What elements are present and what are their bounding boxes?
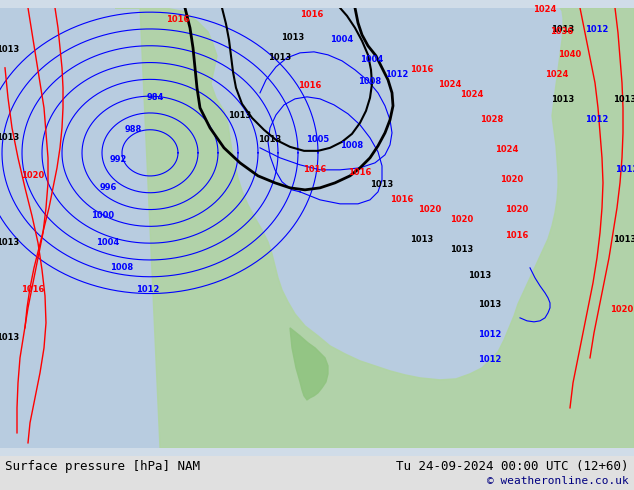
Text: 1024: 1024: [460, 90, 484, 99]
Text: 1024: 1024: [533, 5, 557, 14]
Text: 1020: 1020: [450, 215, 474, 224]
Text: 1016: 1016: [348, 169, 372, 177]
Text: 1013: 1013: [613, 235, 634, 245]
Text: 988: 988: [124, 125, 141, 134]
Text: 1012: 1012: [478, 355, 501, 365]
Text: 1013: 1013: [370, 180, 394, 189]
Text: 1004: 1004: [360, 55, 384, 64]
Text: 1012: 1012: [385, 71, 409, 79]
Text: 1008: 1008: [340, 141, 363, 150]
Text: 1036: 1036: [550, 27, 574, 36]
Text: © weatheronline.co.uk: © weatheronline.co.uk: [488, 476, 629, 486]
Text: 1016: 1016: [301, 10, 324, 19]
Text: 1012: 1012: [478, 330, 501, 340]
Text: 996: 996: [100, 183, 117, 193]
Text: 1012: 1012: [585, 115, 609, 124]
Text: 1016: 1016: [299, 81, 321, 90]
Text: 1004: 1004: [96, 238, 120, 247]
Polygon shape: [115, 8, 634, 448]
Text: 1012: 1012: [616, 165, 634, 174]
Text: 1028: 1028: [481, 115, 503, 124]
Polygon shape: [0, 8, 634, 448]
Text: 1013: 1013: [0, 238, 20, 247]
Text: 1013: 1013: [552, 96, 574, 104]
Polygon shape: [0, 456, 634, 490]
Text: 1016: 1016: [505, 231, 529, 241]
Text: 1013: 1013: [450, 245, 474, 254]
Polygon shape: [290, 328, 328, 400]
Text: 1013: 1013: [0, 333, 20, 343]
Text: 1020: 1020: [418, 205, 442, 214]
Text: Tu 24-09-2024 00:00 UTC (12+60): Tu 24-09-2024 00:00 UTC (12+60): [396, 460, 629, 473]
Text: 1024: 1024: [545, 71, 569, 79]
Text: Surface pressure [hPa] NAM: Surface pressure [hPa] NAM: [5, 460, 200, 473]
Text: 1013: 1013: [228, 111, 252, 121]
Text: 1020: 1020: [611, 305, 633, 315]
Text: 1020: 1020: [500, 175, 524, 184]
Text: 1008: 1008: [110, 263, 134, 272]
Text: 1000: 1000: [91, 211, 115, 220]
Text: 1016: 1016: [303, 165, 327, 174]
Text: 1016: 1016: [391, 196, 414, 204]
Text: 1016: 1016: [166, 15, 190, 24]
Text: 992: 992: [109, 155, 127, 164]
Text: 1005: 1005: [306, 135, 330, 145]
Text: 1013: 1013: [268, 53, 292, 62]
Text: 1013: 1013: [479, 300, 501, 309]
Text: 1024: 1024: [495, 146, 519, 154]
Text: 1012: 1012: [136, 285, 160, 294]
Text: 1004: 1004: [330, 35, 354, 45]
Text: 1024: 1024: [438, 80, 462, 89]
Text: 1013: 1013: [259, 135, 281, 145]
Text: 984: 984: [146, 94, 164, 102]
Text: 1013: 1013: [469, 271, 491, 280]
Text: 1013: 1013: [0, 133, 20, 143]
Text: 1020: 1020: [505, 205, 529, 214]
Text: 1013: 1013: [613, 96, 634, 104]
Text: 1008: 1008: [358, 77, 382, 86]
Text: 1013: 1013: [281, 33, 304, 42]
Text: 1016: 1016: [410, 65, 434, 74]
Text: 1013: 1013: [0, 46, 20, 54]
Text: 1020: 1020: [22, 172, 44, 180]
Text: 1013: 1013: [552, 25, 574, 34]
Text: 1016: 1016: [22, 285, 44, 294]
Text: 1013: 1013: [410, 235, 434, 245]
Text: 1012: 1012: [585, 25, 609, 34]
Text: 1040: 1040: [559, 50, 581, 59]
